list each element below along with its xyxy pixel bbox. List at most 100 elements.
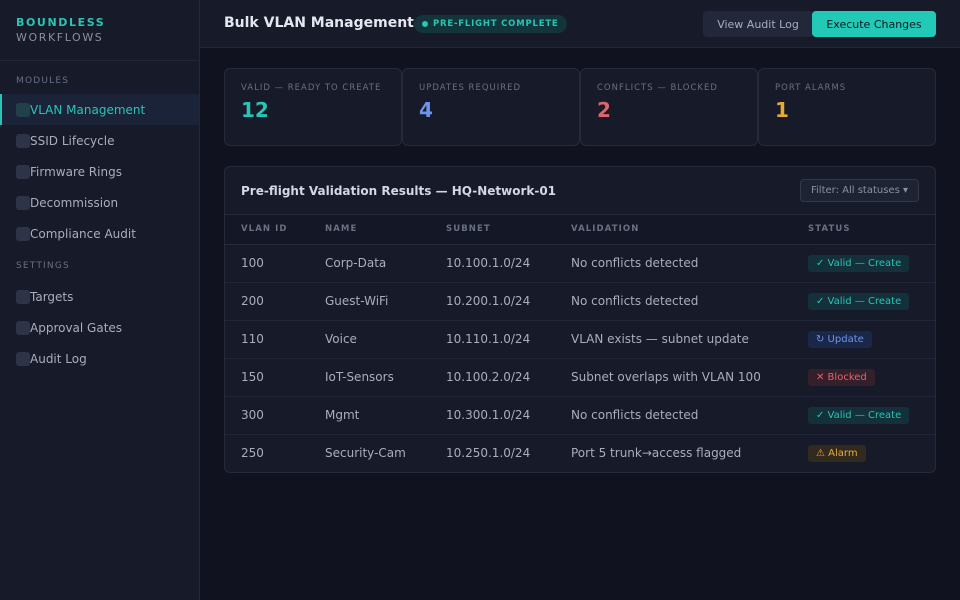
cell-vlan-id: 250 <box>241 446 264 461</box>
cell-subnet: 10.100.1.0/24 <box>446 256 531 270</box>
cell-name: Security-Cam <box>325 446 406 461</box>
cell-status: ✓ Valid — Create <box>808 282 935 320</box>
status-badge: ✓ Valid — Create <box>808 406 910 424</box>
audit-log-icon <box>16 351 30 366</box>
results-panel: Pre-flight Validation Results — HQ-Netwo… <box>224 166 936 473</box>
status-badge: PRE-FLIGHT COMPLETE <box>414 15 567 33</box>
column-header-validation[interactable]: VALIDATION <box>571 215 808 245</box>
cell-subnet: 10.300.1.0/24 <box>446 408 531 422</box>
results-title: Pre-flight Validation Results — HQ-Netwo… <box>241 184 557 198</box>
cell-name: Guest-WiFi <box>325 294 389 308</box>
cell-status: ⚠ Alarm <box>808 434 935 472</box>
brand-tagline: WORKFLOWS <box>16 31 104 44</box>
settings-nav: Targets Approval Gates Audit Log <box>0 281 199 374</box>
status-badge: ✓ Valid — Create <box>808 292 910 310</box>
sidebar-item-label: Firmware Rings <box>30 164 122 179</box>
cell-vlan-id: 300 <box>241 408 264 422</box>
cell-validation: No conflicts detected <box>571 294 699 308</box>
brand-name: BOUNDLESS <box>16 16 106 29</box>
column-header-status[interactable]: STATUS <box>808 215 935 245</box>
cell-name: Corp-Data <box>325 256 387 270</box>
column-header-name[interactable]: NAME <box>325 215 446 245</box>
stat-value: 12 <box>241 98 269 122</box>
sidebar-item-label: Decommission <box>30 195 119 210</box>
sidebar-item-compliance-audit[interactable]: Compliance Audit <box>0 218 199 249</box>
sidebar-item-label: VLAN Management <box>30 102 146 117</box>
status-badge: ⚠ Alarm <box>808 444 866 462</box>
cell-status: ↻ Update <box>808 320 935 358</box>
sidebar: BOUNDLESS WORKFLOWS MODULES VLAN Managem… <box>0 0 200 600</box>
table-row[interactable]: 250 Security-Cam 10.250.1.0/24 Port 5 tr… <box>225 434 935 472</box>
sidebar-item-approval-gates[interactable]: Approval Gates <box>0 312 199 343</box>
stat-value: 2 <box>597 98 611 122</box>
stat-label: PORT ALARMS <box>775 83 847 93</box>
cell-vlan-id: 110 <box>241 332 264 346</box>
compliance-icon <box>16 226 30 241</box>
page-title: Bulk VLAN Management <box>224 15 414 31</box>
sidebar-item-label: SSID Lifecycle <box>30 133 115 148</box>
table-row[interactable]: 110 Voice 10.110.1.0/24 VLAN exists — su… <box>225 320 935 358</box>
sidebar-item-vlan-management[interactable]: VLAN Management <box>0 94 199 125</box>
status-badge-label: PRE-FLIGHT COMPLETE <box>433 19 559 29</box>
sidebar-item-targets[interactable]: Targets <box>0 281 199 312</box>
settings-section-label: SETTINGS <box>16 261 70 271</box>
targets-icon <box>16 289 30 304</box>
cell-validation: No conflicts detected <box>571 408 699 422</box>
table-row[interactable]: 200 Guest-WiFi 10.200.1.0/24 No conflict… <box>225 282 935 320</box>
execute-changes-button[interactable]: Execute Changes <box>812 11 936 37</box>
sidebar-item-ssid-lifecycle[interactable]: SSID Lifecycle <box>0 125 199 156</box>
column-header-subnet[interactable]: SUBNET <box>446 215 571 245</box>
cell-subnet: 10.100.2.0/24 <box>446 370 531 384</box>
cell-validation: Port 5 trunk→access flagged <box>571 446 742 461</box>
column-header-vlan-id[interactable]: VLAN ID <box>225 215 325 245</box>
stat-card-valid: VALID — READY TO CREATE 12 <box>224 68 402 146</box>
stat-label: CONFLICTS — BLOCKED <box>597 83 718 93</box>
approval-icon <box>16 320 30 335</box>
status-badge: ↻ Update <box>808 330 872 348</box>
cell-subnet: 10.200.1.0/24 <box>446 294 531 308</box>
table-row[interactable]: 100 Corp-Data 10.100.1.0/24 No conflicts… <box>225 244 935 282</box>
sidebar-item-firmware-rings[interactable]: Firmware Rings <box>0 156 199 187</box>
cell-validation: VLAN exists — subnet update <box>571 332 749 346</box>
cell-subnet: 10.110.1.0/24 <box>446 332 531 346</box>
cell-vlan-id: 100 <box>241 256 264 270</box>
decommission-icon <box>16 195 30 210</box>
firmware-icon <box>16 164 30 179</box>
ssid-icon <box>16 133 30 148</box>
status-dot-icon <box>422 21 428 27</box>
modules-section-label: MODULES <box>16 76 70 86</box>
top-header: Bulk VLAN Management PRE-FLIGHT COMPLETE… <box>200 0 960 48</box>
cell-name: Mgmt <box>325 408 360 422</box>
cell-vlan-id: 150 <box>241 370 264 384</box>
stat-card-port-alarms: PORT ALARMS 1 <box>758 68 936 146</box>
status-badge: ✕ Blocked <box>808 368 875 386</box>
stat-card-updates: UPDATES REQUIRED 4 <box>402 68 580 146</box>
vlan-icon <box>16 102 30 117</box>
sidebar-item-label: Approval Gates <box>30 320 123 335</box>
cell-status: ✕ Blocked <box>808 358 935 396</box>
view-audit-log-button[interactable]: View Audit Log <box>703 11 813 37</box>
cell-vlan-id: 200 <box>241 294 264 308</box>
sidebar-item-audit-log[interactable]: Audit Log <box>0 343 199 374</box>
status-filter-dropdown[interactable]: Filter: All statuses ▾ <box>799 179 919 202</box>
cell-status: ✓ Valid — Create <box>808 244 935 282</box>
sidebar-item-label: Compliance Audit <box>30 226 136 241</box>
table-row[interactable]: 150 IoT-Sensors 10.100.2.0/24 Subnet ove… <box>225 358 935 396</box>
results-panel-header: Pre-flight Validation Results — HQ-Netwo… <box>225 167 935 215</box>
brand-logo: BOUNDLESS WORKFLOWS <box>0 0 199 61</box>
cell-validation: No conflicts detected <box>571 256 699 270</box>
stat-value: 1 <box>775 98 789 122</box>
table-header-row: VLAN ID NAME SUBNET VALIDATION STATUS <box>225 215 935 245</box>
cell-validation: Subnet overlaps with VLAN 100 <box>571 370 761 384</box>
sidebar-item-label: Targets <box>30 289 74 304</box>
sidebar-item-decommission[interactable]: Decommission <box>0 187 199 218</box>
cell-name: Voice <box>325 332 357 346</box>
table-row[interactable]: 300 Mgmt 10.300.1.0/24 No conflicts dete… <box>225 396 935 434</box>
stat-value: 4 <box>419 98 433 122</box>
sidebar-item-label: Audit Log <box>30 351 87 366</box>
stat-card-conflicts: CONFLICTS — BLOCKED 2 <box>580 68 758 146</box>
stat-label: VALID — READY TO CREATE <box>241 83 382 93</box>
modules-nav: VLAN Management SSID Lifecycle Firmware … <box>0 94 199 249</box>
cell-subnet: 10.250.1.0/24 <box>446 446 531 461</box>
results-table: VLAN ID NAME SUBNET VALIDATION STATUS 10… <box>225 215 935 472</box>
